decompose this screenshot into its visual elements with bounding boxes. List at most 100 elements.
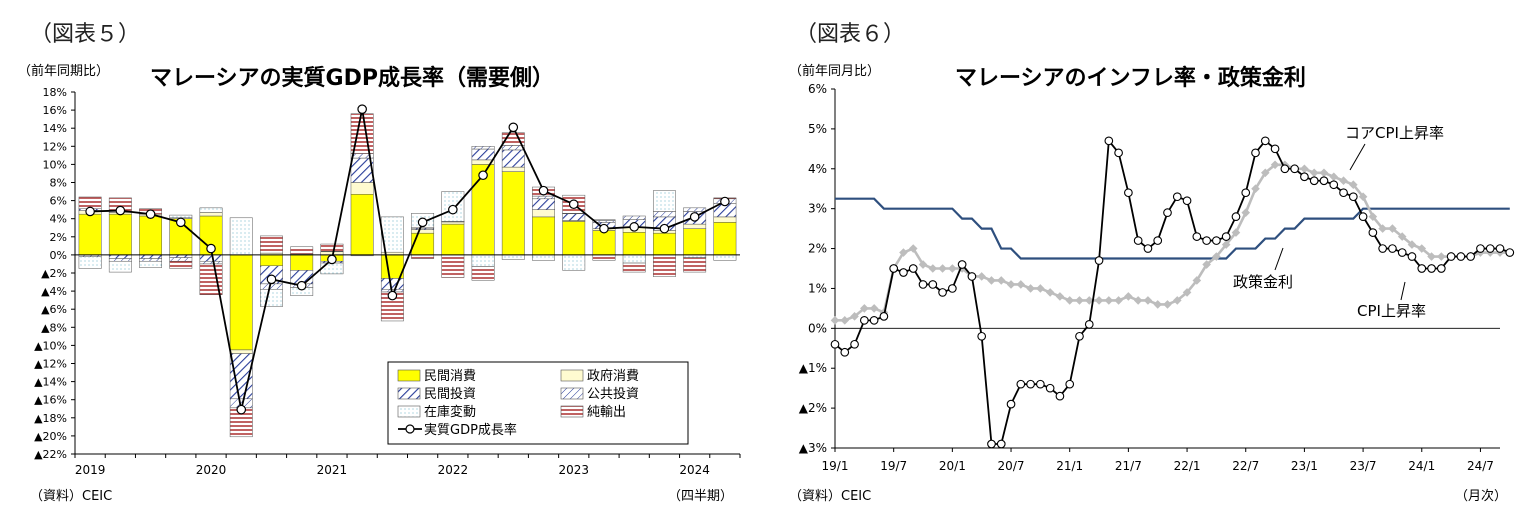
bar-segment (260, 235, 283, 254)
legend-label: 民間消費 (424, 369, 476, 384)
y-tick-label: 3% (808, 202, 827, 216)
inflation-chart-svg: 6% 5% 4% 3% 2% 1% 0% ▲1% ▲2% ▲3% 19/1 19/7 20/1 20/7 2… (799, 82, 1515, 473)
bar-segment (532, 216, 555, 256)
y-tick-label: ▲2% (799, 401, 827, 415)
core-cpi-point (1045, 288, 1055, 297)
bar-segment (562, 254, 586, 271)
bar-segment (592, 219, 616, 221)
cpi-point (1172, 192, 1182, 202)
legend-label: 民間投資 (424, 386, 476, 402)
x-tick-label: 2023 (558, 463, 589, 477)
core-cpi-point (1016, 280, 1026, 289)
bar-segment (683, 207, 707, 212)
cpi-point (850, 339, 859, 349)
cpi-point (1133, 236, 1143, 245)
cpi-point (1436, 264, 1446, 273)
cpi-point (957, 260, 967, 269)
period-note: （四半期） (668, 489, 734, 504)
bar-segment (78, 213, 102, 256)
legend-swatch (397, 369, 421, 382)
legend-swatch (560, 369, 584, 382)
gdp-point (508, 122, 519, 133)
bar-segment (562, 213, 586, 221)
cpi-point (1378, 244, 1387, 253)
core-cpi-point (1329, 172, 1339, 182)
core-cpi-point (987, 276, 996, 285)
core-cpi-point (1075, 296, 1084, 305)
figure-label: （図表６） (795, 22, 906, 47)
bar-segment (169, 260, 193, 269)
bar-segment (411, 229, 435, 234)
gdp-point (568, 199, 579, 210)
y-tick-label: ▲6% (41, 303, 67, 316)
bar-segment (320, 262, 344, 275)
cpi-point (1104, 136, 1114, 146)
core-cpi-point (1182, 288, 1192, 297)
legend-swatch (560, 405, 584, 418)
x-tick-label: 2024 (679, 463, 710, 477)
bar-segment (78, 256, 102, 269)
bar-segment (199, 260, 223, 265)
bar-segment (139, 254, 163, 259)
gdp-point (175, 217, 186, 228)
core-cpi-point (1212, 252, 1221, 261)
x-tick-label: 21/7 (1115, 459, 1142, 473)
core-cpi-point (1437, 252, 1446, 261)
gdp-point (85, 206, 95, 217)
cpi-point (1427, 264, 1436, 273)
core-cpi-point (1349, 180, 1358, 190)
cpi-point (1407, 252, 1417, 261)
legend-swatch (397, 387, 421, 400)
core-cpi-point (1300, 164, 1309, 174)
bar-segment (592, 230, 616, 256)
core-cpi-point (948, 264, 957, 273)
x-tick-label: 19/1 (822, 459, 849, 473)
cpi-point (948, 284, 957, 293)
core-cpi-point (1065, 296, 1075, 305)
bar-segment (713, 222, 737, 256)
gdp-point (417, 217, 428, 228)
x-tick-label: 23/1 (1291, 459, 1318, 473)
y-unit-label: （前年同月比） (789, 64, 881, 79)
bar-segment (652, 211, 676, 218)
bar-segment (501, 145, 525, 151)
bar-segment (532, 209, 555, 218)
core-cpi-point (1036, 284, 1045, 293)
x-tick-label: 22/1 (1174, 459, 1201, 473)
gdp-point (266, 274, 277, 285)
core-cpi-point (977, 272, 986, 281)
bar-segment (229, 349, 253, 354)
bar-segment (350, 182, 374, 195)
bar-segment (683, 223, 707, 229)
bar-segment (471, 146, 495, 150)
gdp-chart-svg: 18% 16% 14% 12% 10% 8% 6% 4% 2% 0% ▲2% ▲4% ▲6% ▲8% ▲10… (34, 86, 741, 477)
cpi-point (1495, 244, 1505, 253)
cpi-point (1182, 196, 1192, 206)
bar-segment (501, 166, 525, 172)
y-tick-label: ▲22% (34, 448, 67, 461)
core-cpi-point (1114, 296, 1123, 305)
cpi-point (899, 268, 908, 277)
bar-segment (471, 266, 495, 281)
cpi-point (1231, 212, 1241, 221)
bar-segment (139, 258, 163, 262)
cpi-point (1505, 248, 1515, 257)
cpi-point (1202, 236, 1211, 245)
annotation-arrow (1349, 143, 1366, 171)
core-cpi-point (1133, 296, 1143, 305)
left-chart-panel: （図表５） （前年同期比） マレーシアの実質GDP成長率（需要側） （資料）CE… (18, 22, 741, 504)
gdp-point (387, 290, 398, 301)
cpi-point (1251, 148, 1260, 158)
cpi-point (967, 272, 977, 281)
legend-box (387, 361, 689, 445)
cpi-point (1466, 252, 1476, 261)
y-tick-label: 2% (808, 242, 827, 256)
cpi-point (1319, 176, 1329, 186)
bar-segment (290, 254, 314, 271)
y-tick-label: 8% (50, 177, 67, 190)
bar-segment (290, 246, 314, 255)
bar-segment (562, 221, 586, 256)
legend-line-marker (405, 424, 415, 434)
bar-segment (199, 254, 223, 262)
bar-segment (622, 215, 646, 220)
